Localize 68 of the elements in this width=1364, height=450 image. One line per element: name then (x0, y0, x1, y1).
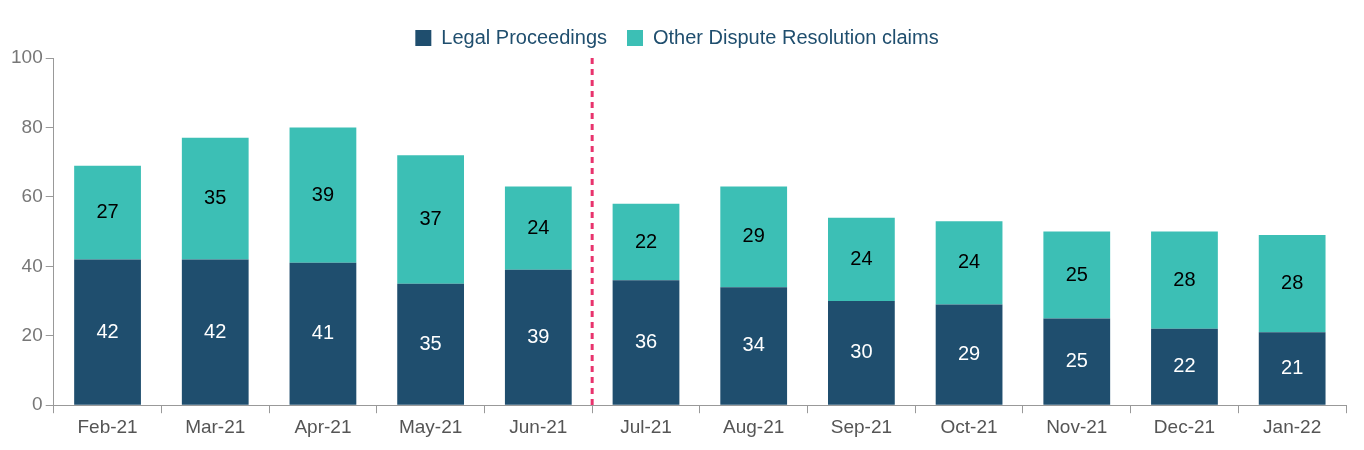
bar (1258, 332, 1326, 405)
data-label: 29 (742, 224, 765, 247)
data-label: 24 (527, 215, 550, 238)
bar (1151, 328, 1218, 405)
data-label: 27 (96, 200, 119, 223)
x-tick-label: Jun-21 (509, 415, 568, 437)
data-label: 25 (1065, 262, 1088, 285)
bar (181, 259, 249, 405)
bar (181, 137, 249, 260)
bar (74, 165, 141, 260)
x-tick-label: Jan-22 (1263, 415, 1322, 437)
bar (1043, 318, 1111, 405)
bar (935, 221, 1003, 305)
data-label: 22 (1173, 354, 1196, 377)
x-tick-label: Feb-21 (77, 415, 138, 437)
bar (720, 186, 788, 288)
data-label: 42 (96, 319, 119, 342)
data-label: 39 (311, 182, 335, 205)
bar (397, 155, 465, 284)
bar (828, 301, 895, 405)
data-label: 41 (311, 321, 335, 344)
bar (935, 304, 1003, 405)
data-label: 28 (1173, 267, 1196, 290)
data-label: 29 (957, 342, 981, 365)
data-label: 35 (419, 331, 442, 354)
data-label: 28 (1281, 271, 1304, 294)
y-tick-label: 60 (21, 185, 43, 207)
bar (504, 186, 572, 270)
legend-label: Other Dispute Resolution claims (653, 25, 939, 48)
bar (1043, 231, 1111, 319)
data-label: 35 (204, 186, 227, 209)
data-label: 22 (634, 229, 658, 252)
y-tick-label: 80 (21, 115, 43, 137)
y-tick-label: 20 (21, 323, 43, 345)
bar (612, 203, 680, 281)
x-tick-label: Oct-21 (940, 415, 998, 437)
data-label: 30 (850, 340, 873, 363)
data-label: 25 (1065, 349, 1088, 372)
x-tick-label: Sep-21 (830, 415, 893, 437)
data-label: 21 (1281, 356, 1304, 379)
bar (504, 269, 572, 405)
data-label: 37 (419, 206, 442, 229)
bar (74, 259, 141, 405)
x-tick-label: Aug-21 (723, 415, 785, 437)
legend-label: Legal Proceedings (441, 25, 608, 48)
data-label: 39 (527, 324, 550, 347)
data-label: 24 (957, 250, 981, 273)
x-tick-label: Dec-21 (1153, 415, 1216, 437)
y-tick-label: 40 (21, 254, 43, 276)
x-tick-label: Apr-21 (294, 415, 352, 437)
bar (289, 262, 357, 405)
bar (397, 283, 465, 405)
data-label: 36 (634, 329, 658, 352)
data-label: 34 (742, 333, 765, 356)
bar (1151, 231, 1218, 329)
bar (612, 280, 680, 405)
x-tick-label: May-21 (398, 415, 463, 437)
x-tick-label: Nov-21 (1046, 415, 1108, 437)
data-label: 24 (850, 246, 873, 269)
bar (289, 127, 357, 263)
data-label: 42 (204, 319, 227, 342)
x-tick-label: Mar-21 (185, 415, 246, 437)
x-tick-label: Jul-21 (620, 415, 672, 437)
y-tick-label: 0 (32, 393, 43, 415)
bar (720, 287, 788, 405)
bar (1258, 235, 1326, 333)
bar (828, 217, 895, 302)
y-tick-label: 100 (11, 46, 43, 68)
